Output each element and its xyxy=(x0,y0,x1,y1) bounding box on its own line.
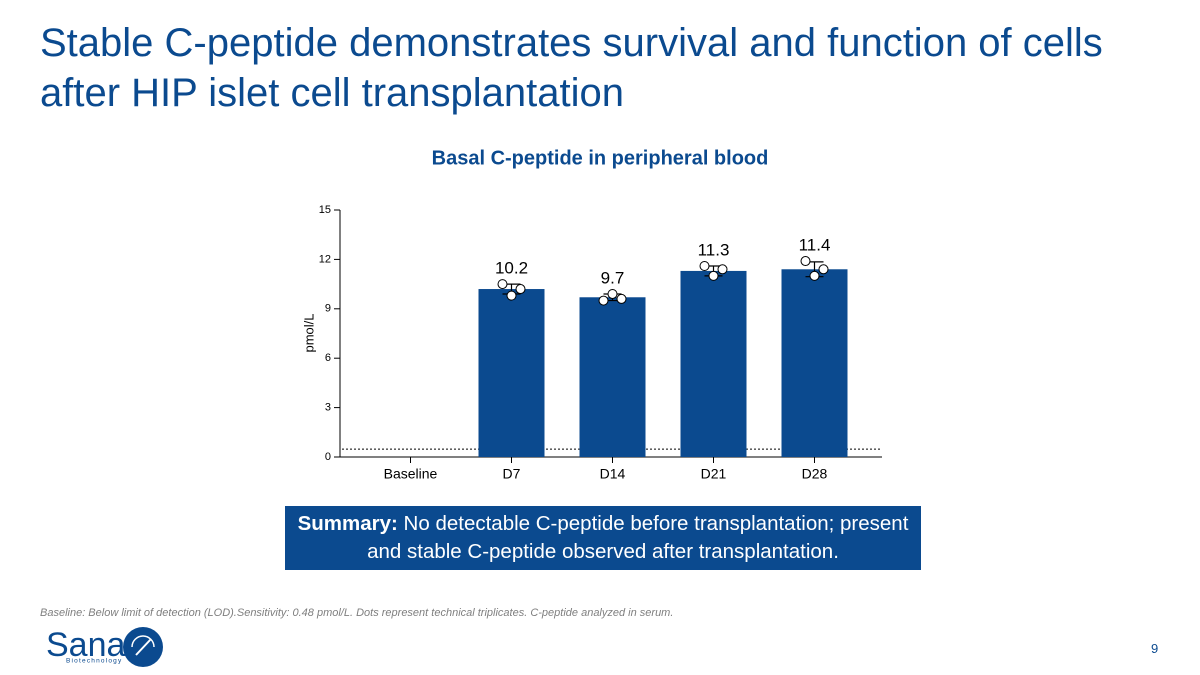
x-tick-label: D21 xyxy=(701,466,727,482)
y-tick-label: 3 xyxy=(325,402,331,414)
y-tick-label: 6 xyxy=(325,352,331,364)
y-axis-label: pmol/L xyxy=(301,313,316,352)
slide-title: Stable C-peptide demonstrates survival a… xyxy=(40,21,1103,115)
summary-label: Summary: xyxy=(297,512,398,535)
value-label: 11.3 xyxy=(698,240,730,259)
summary-text: Summary: No detectable C-peptide before … xyxy=(285,510,921,566)
replicate-dot xyxy=(818,264,829,275)
x-tick-label: D14 xyxy=(600,466,626,482)
value-label: 11.4 xyxy=(799,236,831,255)
y-tick-label: 15 xyxy=(319,204,331,216)
logo: Sana Biotechnology xyxy=(46,626,163,667)
replicate-dot xyxy=(598,295,609,306)
replicate-dot xyxy=(607,288,618,299)
logo-tagline: Biotechnology xyxy=(66,658,122,665)
logo-name: Sana xyxy=(46,626,125,664)
replicate-dot xyxy=(800,256,811,267)
bar xyxy=(680,270,747,457)
footnote: Baseline: Below limit of detection (LOD)… xyxy=(40,607,674,619)
replicate-dot xyxy=(515,284,526,295)
replicate-dot xyxy=(708,270,719,281)
replicate-dot xyxy=(809,270,820,281)
y-tick-label: 0 xyxy=(325,451,331,463)
summary-body: No detectable C-peptide before transplan… xyxy=(367,512,909,563)
bar xyxy=(579,297,646,457)
y-tick-label: 9 xyxy=(325,303,331,315)
logo-arc xyxy=(131,635,155,648)
page-number: 9 xyxy=(1151,641,1159,656)
y-tick-label: 12 xyxy=(319,253,331,265)
x-tick-label: D28 xyxy=(802,466,828,482)
replicate-dot xyxy=(699,260,710,271)
bar xyxy=(478,289,545,457)
x-tick-label: Baseline xyxy=(384,466,438,482)
chart-title: Basal C-peptide in peripheral blood xyxy=(432,147,769,169)
value-label: 10.2 xyxy=(495,259,528,278)
summary-box: Summary: No detectable C-peptide before … xyxy=(285,506,921,570)
replicate-dot xyxy=(497,279,508,290)
value-label: 9.7 xyxy=(601,268,625,287)
logo-needle xyxy=(135,638,152,656)
replicate-dot xyxy=(506,290,517,301)
replicate-dot xyxy=(717,264,728,275)
chart: Basal C-peptide in peripheral blood pmol… xyxy=(301,147,882,482)
replicate-dot xyxy=(616,293,627,304)
bar xyxy=(781,269,848,457)
x-tick-label: D7 xyxy=(503,466,521,482)
